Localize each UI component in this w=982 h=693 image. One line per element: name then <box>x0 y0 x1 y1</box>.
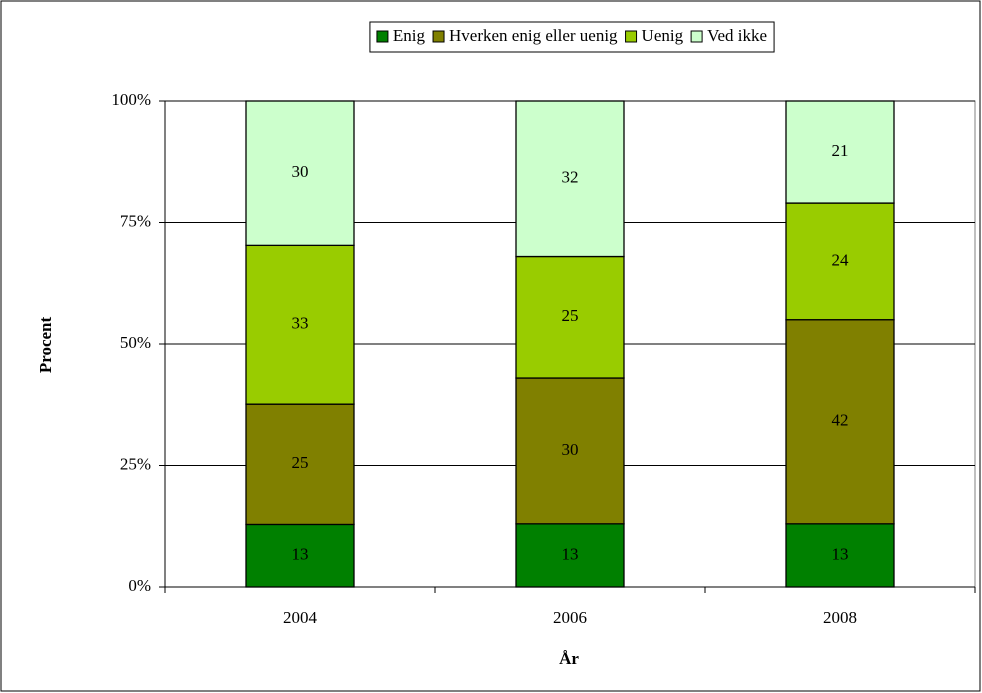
legend-swatch <box>625 30 638 43</box>
data-label: 42 <box>832 411 849 430</box>
legend-swatch <box>690 30 703 43</box>
bar-segment <box>515 255 625 379</box>
bar-segment <box>515 377 625 525</box>
x-tick-label: 2006 <box>553 608 587 627</box>
data-label: 13 <box>832 544 849 563</box>
data-label: 25 <box>562 306 579 325</box>
data-label: 13 <box>562 544 579 563</box>
y-tick-label: 50% <box>120 333 151 352</box>
legend-label: Uenig <box>642 26 684 45</box>
data-label: 21 <box>832 141 849 160</box>
y-tick-label: 25% <box>120 454 151 473</box>
data-label: 25 <box>292 453 309 472</box>
bar-segment <box>245 244 355 405</box>
y-axis-title: Procent <box>36 317 55 374</box>
legend-label: Hverken enig eller uenig <box>449 26 618 45</box>
bar-segment <box>515 100 625 258</box>
y-tick-label: 100% <box>111 90 151 109</box>
data-label: 32 <box>562 168 579 187</box>
data-label: 30 <box>292 162 309 181</box>
bar-segment <box>785 202 895 321</box>
x-axis-title: År <box>559 649 579 668</box>
data-label: 24 <box>832 250 850 269</box>
y-tick-label: 0% <box>128 576 151 595</box>
bar-segment <box>785 319 895 525</box>
legend-swatch <box>376 30 389 43</box>
bar-segment <box>245 100 355 247</box>
x-tick-label: 2008 <box>823 608 857 627</box>
bar-segment <box>245 403 355 526</box>
x-tick-label: 2004 <box>283 608 318 627</box>
y-tick-label: 75% <box>120 211 151 230</box>
bar-segment <box>785 523 895 588</box>
data-label: 30 <box>562 440 579 459</box>
data-label: 33 <box>292 314 309 333</box>
bar-segment <box>245 523 355 588</box>
data-label: 13 <box>292 545 309 564</box>
legend-label: Enig <box>393 26 426 45</box>
legend-swatch <box>432 30 445 43</box>
legend-label: Ved ikke <box>707 26 767 45</box>
bar-segment <box>785 100 895 204</box>
